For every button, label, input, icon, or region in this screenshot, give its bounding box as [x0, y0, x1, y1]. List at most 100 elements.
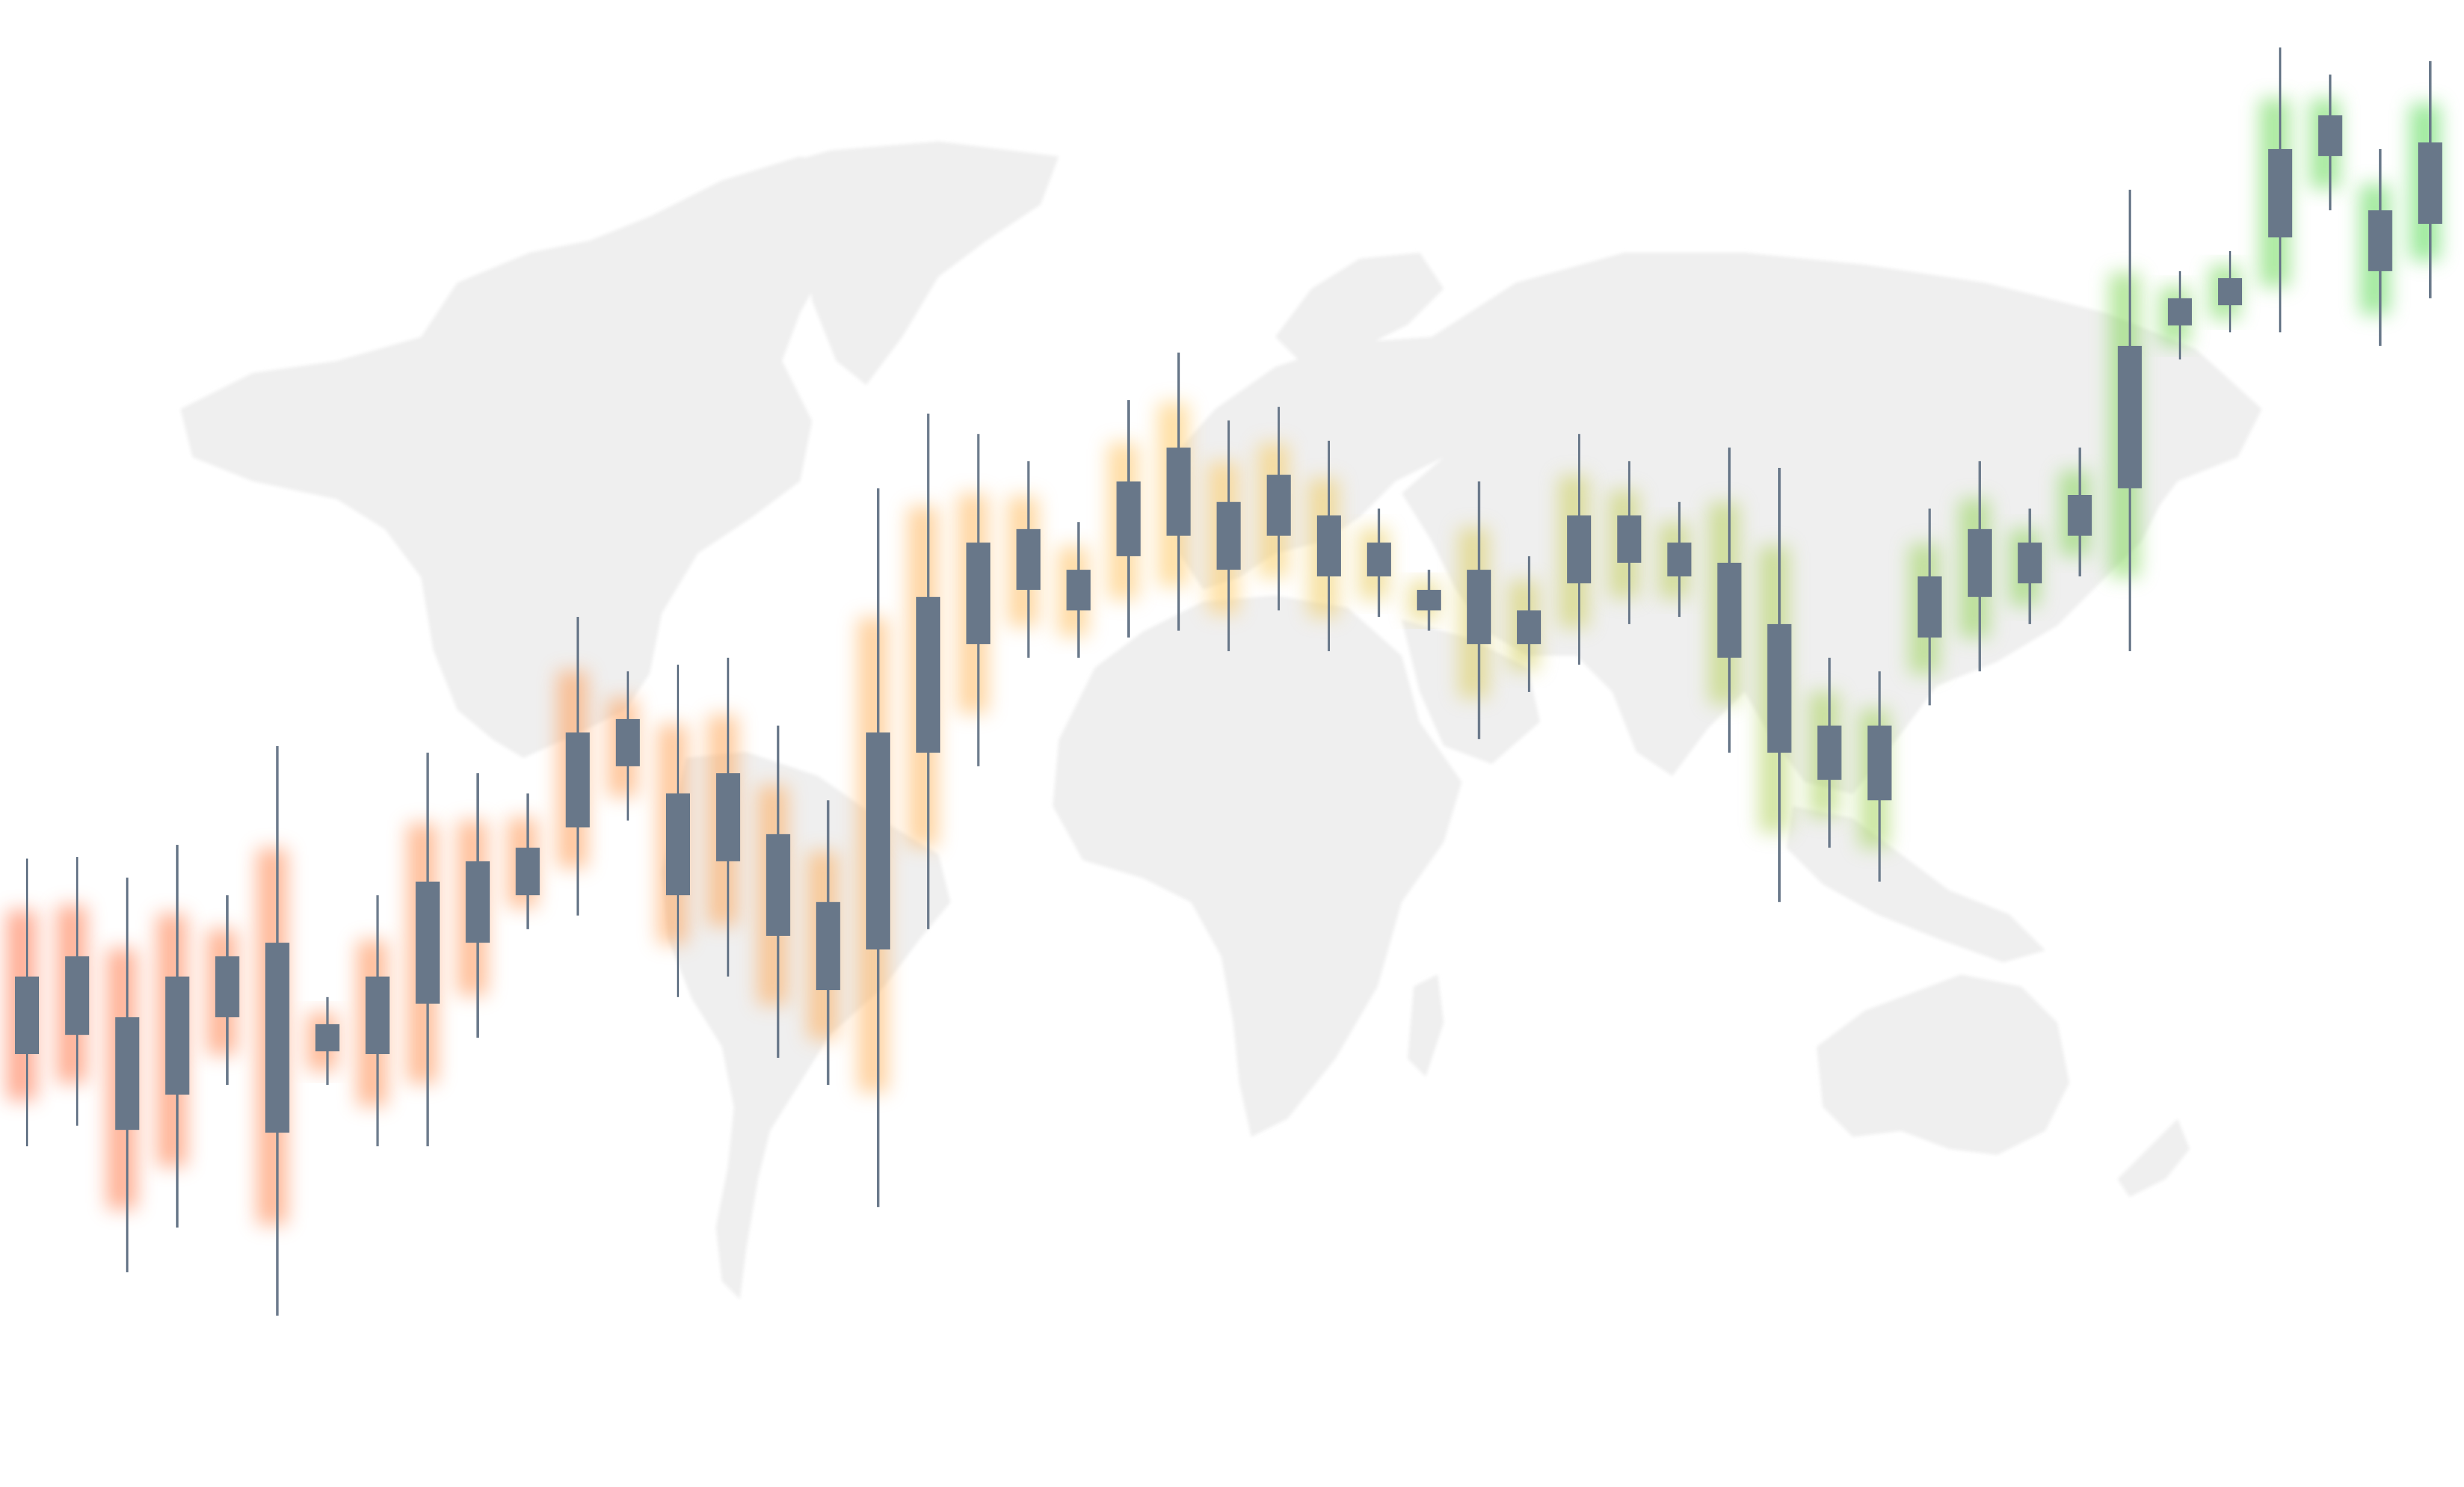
candle [1917, 508, 1942, 706]
map-southeast-asia-islands [1787, 806, 2045, 962]
candle-body [1266, 475, 1291, 536]
candle-body [165, 976, 189, 1095]
candle [2167, 271, 2192, 360]
map-europe [1167, 337, 1480, 590]
candle-body [2167, 298, 2192, 326]
candle [115, 877, 140, 1273]
candle-body [1767, 624, 1792, 753]
candle-body [1467, 570, 1491, 645]
candle-body [2368, 210, 2392, 271]
candle-body [1216, 502, 1241, 570]
candle-body [866, 732, 890, 950]
candle-body [1016, 529, 1041, 590]
candle-body [1116, 481, 1141, 556]
candle [1767, 467, 1792, 902]
candle-body [516, 848, 540, 896]
candle [1517, 556, 1541, 692]
candle [1367, 508, 1391, 617]
candle-body [15, 976, 39, 1054]
candle [1166, 353, 1191, 631]
candle-body [966, 542, 991, 645]
candle [665, 664, 690, 997]
candle-body [1417, 590, 1441, 611]
candle-body [1967, 529, 1992, 597]
candle [2368, 149, 2392, 346]
candle-body [265, 943, 290, 1133]
candle [215, 895, 239, 1085]
candle-body [365, 976, 390, 1054]
candle-body [665, 793, 690, 896]
candle [2268, 47, 2293, 333]
candle [1667, 502, 1692, 617]
candle [516, 793, 540, 929]
candle [866, 488, 890, 1207]
candle-body [2218, 278, 2243, 306]
candle [1266, 407, 1291, 611]
candle-body [2118, 345, 2142, 488]
candle-body [2318, 115, 2342, 156]
candle [2068, 448, 2092, 577]
candle [2118, 189, 2142, 651]
candle-body [1717, 562, 1742, 658]
candle [365, 895, 390, 1147]
candle-body [766, 834, 790, 936]
map-scandinavia [1275, 253, 1444, 373]
candle-body [816, 902, 840, 991]
candle [966, 434, 991, 766]
candles [15, 47, 2442, 1316]
map-new-zealand [2118, 1119, 2190, 1197]
candle [1617, 461, 1642, 624]
candle-body [716, 773, 741, 861]
candle-body [2268, 149, 2293, 238]
candle-body [2018, 542, 2042, 583]
map-australia [1817, 974, 2069, 1155]
candle-body [1567, 515, 1592, 583]
candle-body [1917, 576, 1942, 638]
candle [466, 773, 490, 1038]
candle [2218, 251, 2243, 333]
map-greenland [746, 141, 1059, 385]
map-africa [1053, 596, 1462, 1137]
candle [265, 746, 290, 1316]
candle-body [1316, 515, 1341, 577]
candle-body [466, 861, 490, 943]
candle [1867, 671, 1892, 882]
candle [1567, 434, 1592, 665]
candle [315, 997, 340, 1085]
candle [65, 857, 90, 1126]
candle [1066, 522, 1091, 658]
candle-body [1066, 570, 1091, 611]
candle [1116, 400, 1141, 638]
candle-body [2418, 142, 2442, 224]
candle-body [1517, 610, 1541, 645]
candle [165, 845, 189, 1228]
candle [2018, 508, 2042, 624]
candle-body [1667, 542, 1692, 577]
map-asia [1402, 253, 2262, 794]
candle-body [215, 956, 239, 1018]
candle-body [2068, 494, 2092, 536]
candle-body [1867, 725, 1892, 801]
candle [1817, 657, 1842, 848]
candle [415, 753, 440, 1147]
candle [766, 725, 790, 1058]
candle [1016, 461, 1041, 658]
candle [2418, 61, 2442, 298]
candle [2318, 74, 2342, 211]
candle [1216, 420, 1241, 651]
candle [1717, 448, 1742, 753]
candle [1967, 461, 1992, 672]
candle [1467, 481, 1491, 739]
candle-body [1617, 515, 1642, 563]
candle [1417, 570, 1441, 631]
candle-body [916, 597, 941, 753]
candle [1316, 440, 1341, 651]
map-north-america [180, 156, 866, 758]
candle-body [415, 881, 440, 1004]
candle [565, 617, 590, 916]
candle [716, 657, 741, 977]
candle-body [615, 719, 640, 766]
candle-body [565, 732, 590, 828]
candle-body [1817, 725, 1842, 780]
